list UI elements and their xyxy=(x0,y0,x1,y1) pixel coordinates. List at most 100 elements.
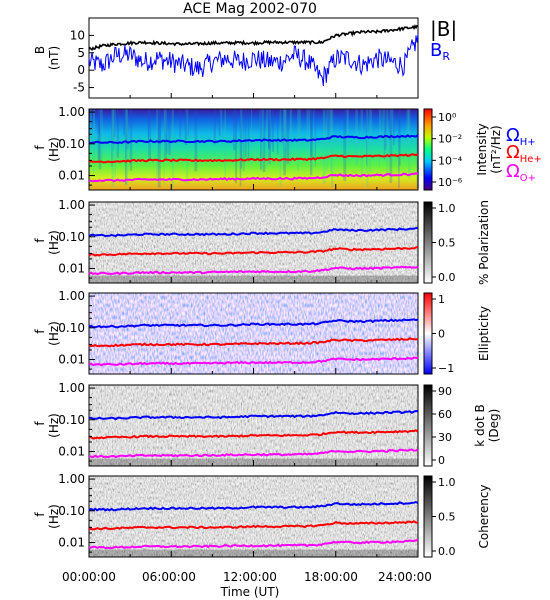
gyrofrequency-line-omega-he xyxy=(88,153,419,164)
spectrogram-streak xyxy=(310,109,313,157)
colorbar-label: Ellipticity xyxy=(477,306,491,361)
gyrofrequency-line-omega-h xyxy=(88,409,419,421)
spectrogram-streak xyxy=(116,109,120,158)
x-axis: 00:00:00 06:00:00 12:00:00 18:00:00 24:0… xyxy=(62,570,432,599)
spectrogram-streak xyxy=(179,109,182,138)
panel-intensity: 1.00 0.10 0.01 f (Hz) 10⁰ 10⁻² 10⁻⁴ 10⁻⁶ Intensit… xyxy=(33,105,503,191)
colorbar-tick-label: 10⁻⁶ xyxy=(438,176,463,189)
colorbar-unit: (nT²/Hz) xyxy=(489,125,503,173)
spectrogram-streak xyxy=(213,109,216,145)
spectrogram-streak xyxy=(148,109,151,160)
spectrogram-streak xyxy=(114,109,116,137)
colorbar-tick-label: 90 xyxy=(438,385,452,398)
spectrogram-streak xyxy=(283,109,286,160)
spectrogram-streak xyxy=(271,109,275,152)
gyrofrequency-line-omega-he xyxy=(88,429,419,440)
spectrogram-streak xyxy=(286,109,290,164)
colorbar-unit: (Deg) xyxy=(487,409,501,443)
spectrogram-streak xyxy=(184,109,188,145)
panel-kdotb-image xyxy=(89,385,418,466)
y-tick-label: 1.00 xyxy=(58,289,85,303)
y-tick-label: 1.00 xyxy=(58,381,85,395)
x-tick-label-3: 18:00:00 xyxy=(304,570,358,584)
x-tick-label-1: 06:00:00 xyxy=(142,570,196,584)
spectrogram-streak xyxy=(268,109,270,148)
y-tick-label: 0.10 xyxy=(58,230,85,244)
spectrogram-streak xyxy=(360,109,363,178)
spectrogram-streak xyxy=(398,109,400,189)
panel-magnetic-field: 10 5 0 -5 B (nT) xyxy=(33,17,419,99)
spectrogram-streak xyxy=(366,109,369,188)
y-tick-label: 0.10 xyxy=(58,137,85,151)
spectrogram-streak xyxy=(384,109,387,150)
spectrogram-streak xyxy=(327,109,330,137)
x-axis-label: Time (UT) xyxy=(220,585,280,599)
colorbar-tick-label: 1 xyxy=(438,293,445,306)
figure-title: ACE Mag 2002-070 xyxy=(183,1,317,17)
spectrogram-streak xyxy=(267,109,271,150)
spectrogram-streak xyxy=(240,109,243,140)
spectrogram-streak xyxy=(218,109,221,136)
y-tick-label: 0.10 xyxy=(58,321,85,335)
legend-b: |B| BR xyxy=(430,17,457,63)
spectrogram-streak xyxy=(166,109,168,154)
gyrofrequency-line-omega-h xyxy=(88,501,419,512)
gyrofrequency-line-omega-h xyxy=(88,134,419,145)
spectrogram-streak xyxy=(306,109,309,144)
spectrogram-streak xyxy=(382,109,384,134)
colorbar-label: k dot B xyxy=(473,404,487,446)
colorbar-tick-label: 60 xyxy=(438,408,452,421)
spectrogram-streak xyxy=(261,109,264,169)
y-axis-label: f xyxy=(33,238,47,243)
spectrogram-streak xyxy=(113,109,115,151)
colorbar-tick-label: 0.5 xyxy=(438,237,456,250)
spectrogram-streak xyxy=(247,109,250,162)
spectrogram-streak xyxy=(259,109,261,164)
x-tick-label-0: 00:00:00 xyxy=(62,570,116,584)
spectrogram-streak xyxy=(369,109,372,172)
y-tick-label: 0 xyxy=(77,63,85,77)
spectrogram-streak xyxy=(186,109,189,184)
panel-ellipticity: 1.00 0.10 0.01 f (Hz) 1 0 −1 Ellipticity xyxy=(33,289,491,375)
spectrogram-streak xyxy=(239,109,242,187)
spectrogram-streak xyxy=(281,109,284,144)
colorbar-tick-label: 0.0 xyxy=(438,271,456,284)
spectrogram-streak xyxy=(328,109,330,137)
spectrogram-streak xyxy=(386,109,389,174)
spectrogram-streak xyxy=(164,109,167,135)
spectrogram-streak xyxy=(129,109,133,171)
colorbar-coherency xyxy=(423,475,433,558)
spectrogram-streak xyxy=(187,109,190,136)
spectrogram-streak xyxy=(157,109,161,188)
spectrogram-streak xyxy=(157,109,161,145)
colorbar-tick-label: 0.0 xyxy=(438,545,456,558)
colorbar-kdotb xyxy=(423,384,433,467)
spectrogram-streak xyxy=(269,109,271,142)
panel-kdotb: 1.00 0.10 0.01 f (Hz) 90 60 30 0 k dot B (Deg) xyxy=(33,381,501,467)
gyrofrequency-line-omega-h xyxy=(88,318,419,329)
colorbar-tick-label: 0 xyxy=(438,328,445,341)
gyrofrequency-line-omega-he xyxy=(89,520,419,531)
spectrogram-streak xyxy=(289,109,291,166)
spectrogram-streak xyxy=(168,109,171,155)
spectrogram-streak xyxy=(283,109,286,148)
y-axis-label: f xyxy=(33,421,47,426)
spectrogram-streak xyxy=(383,109,386,158)
spectrogram-streak xyxy=(326,109,329,171)
panel-coherency-image xyxy=(89,476,418,557)
y-tick-label: 0.10 xyxy=(58,413,85,427)
spectrogram-streak xyxy=(276,109,279,155)
spectrogram-streak xyxy=(125,109,128,156)
colorbar-tick-label: 0 xyxy=(438,454,445,467)
spectrogram-streak xyxy=(125,109,129,186)
y-tick-label: 0.10 xyxy=(58,504,85,518)
panel-ellipticity-image xyxy=(89,293,418,374)
colorbar-tick-label: 1.0 xyxy=(438,476,456,489)
x-tick-label-4: 24:00:00 xyxy=(378,570,432,584)
colorbar-tick-label: 10⁻² xyxy=(438,133,462,146)
spectrogram-streak xyxy=(266,109,269,167)
spectrogram-streak xyxy=(389,109,393,183)
spectrogram-streak xyxy=(232,109,236,150)
